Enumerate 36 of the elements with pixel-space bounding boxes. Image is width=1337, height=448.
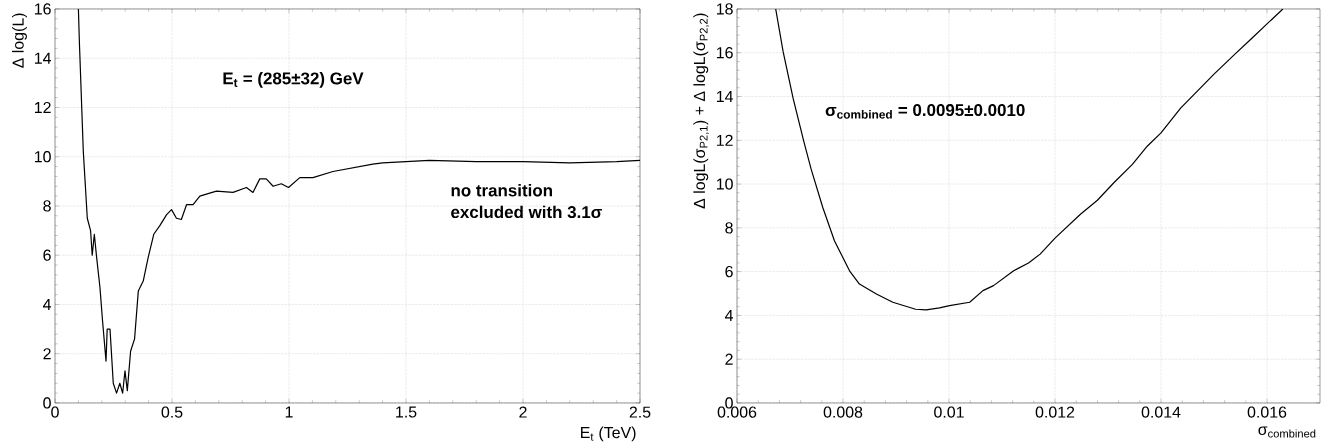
y-tick-label: 4: [724, 309, 734, 321]
y-tick-label: 10: [34, 151, 51, 163]
y-tick-label: 8: [43, 200, 51, 212]
x-tick-label: 1: [285, 406, 293, 418]
y-tick-label: 14: [34, 52, 52, 64]
y-axis-title: Δ log(L): [12, 13, 27, 68]
annotation: no transition: [451, 184, 552, 197]
x-tick-label: 2: [519, 406, 527, 418]
y-tick-label: 16: [716, 47, 733, 59]
y-tick-label: 12: [34, 101, 51, 114]
y-tick-label: 12: [716, 134, 733, 146]
x-tick-label: 0.5: [161, 406, 183, 418]
x-axis-title: E$_{t}$ (TeV): [581, 426, 636, 442]
x-tick-label: 0.014: [1141, 406, 1181, 418]
y-tick-label: 2: [43, 348, 51, 360]
x-tick-label: 0.012: [1035, 406, 1075, 418]
annotation: excluded with 3.1σ: [451, 205, 602, 219]
y-tick-label: 2: [725, 353, 733, 365]
y-tick-label: 6: [43, 249, 51, 261]
x-tick-label: 0.01: [934, 406, 964, 418]
x-tick-label: 2.5: [629, 406, 651, 418]
y-tick-label: 8: [725, 222, 733, 234]
x-tick-label: 0.016: [1247, 406, 1287, 418]
x-tick-label: 1.5: [396, 406, 417, 418]
y-tick-label: 4: [42, 298, 52, 310]
x-axis-title: σ$_{combined}$: [1258, 426, 1316, 438]
text: σ$_{combined}$ = 0.0095±0.0010: [825, 104, 1025, 119]
text: E$_{t}$ = (285±32) GeV: [223, 72, 364, 88]
y-tick-label: 18: [716, 3, 733, 15]
y-axis-title: Δ logL(σ$_{P2,1}$) + Δ logL(σ$_{P2,2}$): [693, 13, 709, 209]
y-tick-label: 14: [716, 91, 734, 103]
y-tick-label: 6: [725, 266, 733, 278]
y-tick-label: 10: [716, 178, 733, 190]
y-tick-label: 0: [43, 397, 51, 409]
y-tick-label: 16: [34, 3, 51, 15]
x-tick-label: 0.008: [823, 406, 863, 418]
